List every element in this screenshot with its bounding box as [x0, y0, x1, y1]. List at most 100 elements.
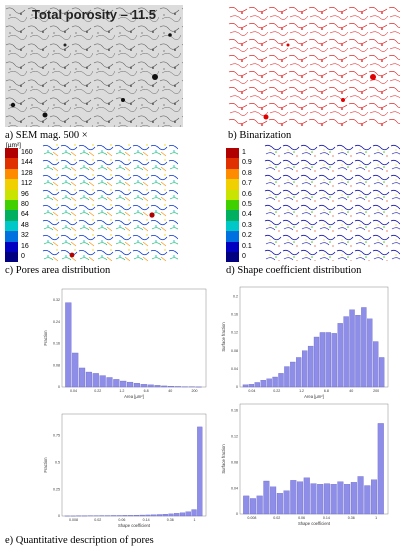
colorbar-label: 32 — [21, 232, 29, 240]
y-tick-label: 0.12 — [231, 435, 238, 439]
bar — [113, 379, 120, 388]
bar — [303, 477, 310, 515]
colorbar-label: 0 — [242, 253, 246, 260]
bar — [99, 375, 106, 388]
y-tick-label: 0.75 — [53, 434, 60, 438]
bar — [122, 515, 128, 517]
colorbar-label: 0.3 — [242, 221, 252, 229]
colorbar-label: 0 — [21, 253, 25, 260]
sem-image: Total porosity – 11.5 — [5, 5, 183, 127]
binarization-image — [228, 5, 400, 127]
colorbar-unit-c: [µm²] — [6, 142, 21, 149]
bar — [242, 384, 249, 388]
colorbar-label: 0.9 — [242, 159, 252, 167]
colorbar-label: 16 — [21, 242, 29, 250]
bar — [248, 384, 255, 388]
bar — [65, 302, 72, 388]
colorbar-swatch — [226, 148, 239, 159]
bar — [156, 514, 163, 517]
bar — [185, 511, 191, 517]
x-axis-label: Shape coefficient — [298, 521, 331, 526]
bar — [290, 361, 296, 388]
y-tick-label: 0.08 — [231, 349, 238, 353]
x-tick-label: 6.8 — [324, 389, 329, 393]
x-axis-label: Shape coefficient — [118, 523, 151, 528]
x-tick-label: 0.14 — [323, 516, 330, 520]
x-tick-label: 1.2 — [119, 389, 124, 393]
colorbar-swatch — [226, 158, 239, 169]
bar — [110, 515, 117, 517]
colorbar-swatch — [5, 158, 18, 169]
x-axis-label: Area [µm²] — [304, 394, 324, 399]
bar — [310, 483, 317, 515]
shape-map-texture — [264, 143, 400, 261]
bar — [367, 318, 373, 388]
bar — [319, 332, 326, 388]
bar — [78, 367, 86, 388]
bar — [168, 386, 175, 388]
y-axis-label: Surface fraction — [221, 444, 226, 474]
x-tick-label: 40 — [349, 389, 353, 393]
chart-fraction-area: 0 0.08 0.16 0.24 0.32 0.04 0.22 1.2 6.8 40 200 Area… — [43, 288, 207, 399]
bar — [302, 350, 308, 388]
y-tick-label: 0.25 — [53, 487, 60, 491]
y-tick-label: 0.08 — [53, 363, 60, 367]
y-tick-label: 0.32 — [53, 298, 60, 302]
bar — [297, 481, 304, 515]
bar — [191, 509, 197, 517]
sem-texture — [5, 5, 183, 127]
colorbar-swatch — [5, 231, 18, 242]
bar — [330, 484, 337, 515]
bar — [317, 484, 324, 515]
colorbar-swatch — [226, 210, 239, 221]
x-tick-label: 0.36 — [167, 518, 174, 522]
y-axis-label: Surface fraction — [221, 322, 226, 352]
y-tick-label: 0 — [58, 514, 60, 518]
chart-fraction-shape: 0 0.25 0.5 0.75 0.008 0.02 0.06 0.14 0.36 1 Shape … — [43, 413, 207, 528]
bar — [307, 345, 314, 388]
bar — [355, 315, 361, 388]
x-tick-label: 0.04 — [248, 389, 255, 393]
bar — [266, 378, 272, 388]
y-tick-label: 0.2 — [233, 294, 238, 298]
bar — [278, 373, 284, 388]
bar — [361, 307, 367, 388]
bar — [260, 380, 266, 388]
bar — [174, 513, 180, 517]
colorbar-swatch — [5, 210, 18, 221]
bar — [276, 493, 283, 515]
colorbar-swatch — [5, 241, 18, 252]
colorbar-label: 0.8 — [242, 169, 252, 177]
bar — [296, 357, 302, 388]
colorbar-swatch — [5, 148, 18, 159]
x-tick-label: 0.22 — [94, 389, 101, 393]
x-tick-label: 0.008 — [247, 516, 256, 520]
plot-frame — [61, 288, 207, 388]
bar — [290, 480, 297, 515]
y-axis-label: Fraction — [43, 330, 48, 346]
caption-e: e) Quantitative description of pores — [5, 535, 154, 546]
bar — [343, 316, 349, 388]
bar — [325, 332, 332, 388]
x-tick-label: 1 — [193, 518, 195, 522]
bar — [349, 309, 355, 388]
y-tick-label: 0 — [236, 512, 238, 516]
bar — [371, 479, 378, 515]
bar — [126, 381, 134, 388]
binarization-texture — [228, 5, 400, 127]
bar — [249, 498, 256, 515]
bar — [243, 495, 250, 515]
bar — [272, 376, 278, 388]
bar — [344, 484, 351, 515]
x-tick-label: 0.14 — [143, 518, 150, 522]
x-axis-label: Area [µm²] — [124, 394, 144, 399]
bar — [254, 382, 260, 388]
y-tick-label: 0.04 — [231, 367, 238, 371]
bar — [116, 515, 122, 517]
colorbar-swatch — [226, 179, 239, 190]
bar — [161, 385, 168, 388]
colorbar-swatch — [226, 252, 239, 263]
colorbar-label: 144 — [21, 159, 33, 167]
y-tick-label: 0.24 — [53, 320, 60, 324]
bar — [256, 495, 263, 515]
